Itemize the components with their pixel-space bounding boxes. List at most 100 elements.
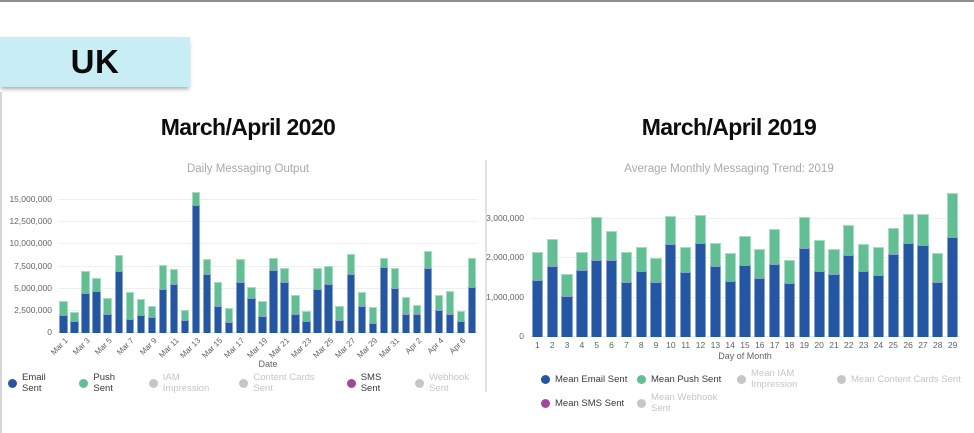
bar-segment-email[interactable] [468,286,477,333]
bar-apr-2[interactable] [412,304,422,333]
bar-segment-email[interactable] [561,295,573,337]
bar-segment-push[interactable] [754,249,766,278]
bar-9[interactable] [650,257,662,337]
bar-segment-email[interactable] [858,270,870,337]
bar-segment-push[interactable] [620,252,632,282]
bar-segment-email[interactable] [225,321,234,333]
bar-25[interactable] [887,228,899,337]
bar-8[interactable] [635,246,647,337]
bar-segment-push[interactable] [561,274,573,296]
bar-segment-email[interactable] [368,323,378,333]
legend-item-email-sent[interactable]: Email Sent [8,372,65,394]
bar-segment-email[interactable] [390,287,400,333]
bar-27[interactable] [917,213,929,337]
bar-17[interactable] [769,228,781,337]
bar-29[interactable] [946,192,959,337]
bar-mar-23[interactable] [302,310,311,333]
bar-segment-push[interactable] [236,259,245,283]
bar-segment-email[interactable] [635,270,647,337]
bar-segment-push[interactable] [546,238,558,267]
bar-segment-email[interactable] [680,272,692,337]
bar-segment-email[interactable] [191,205,201,333]
bar-segment-push[interactable] [136,299,146,316]
bar-segment-email[interactable] [70,321,79,333]
legend-item-mean-sms-sent[interactable]: Mean SMS Sent [541,392,637,414]
bar-26[interactable] [902,213,914,337]
legend-item-content-cards-sent[interactable]: Content Cards Sent [239,372,332,394]
bar-mar-6[interactable] [114,254,123,333]
bar-segment-email[interactable] [114,270,123,333]
bar-segment-push[interactable] [887,228,899,255]
bar-segment-push[interactable] [709,242,721,266]
bar-segment-email[interactable] [412,314,422,333]
bar-segment-email[interactable] [103,314,112,333]
bar-segment-email[interactable] [335,319,344,333]
bar-segment-push[interactable] [828,248,840,274]
bar-mar-16[interactable] [225,308,234,333]
bar-segment-email[interactable] [872,275,885,337]
bar-mar-2[interactable] [70,311,79,333]
bar-segment-push[interactable] [665,216,677,244]
bar-segment-email[interactable] [346,274,355,333]
bar-segment-email[interactable] [783,282,796,337]
bar-segment-email[interactable] [202,274,212,333]
bar-mar-29[interactable] [368,307,378,333]
bar-segment-email[interactable] [258,316,267,333]
bar-segment-push[interactable] [468,258,477,287]
bar-mar-3[interactable] [81,270,90,333]
bar-segment-push[interactable] [379,258,389,267]
bar-segment-push[interactable] [202,258,212,275]
bar-segment-push[interactable] [313,268,322,289]
bar-segment-email[interactable] [605,260,618,337]
bar-apr-4[interactable] [434,294,444,333]
bar-segment-push[interactable] [769,228,781,264]
bar-14[interactable] [724,252,736,337]
bar-segment-push[interactable] [280,268,289,282]
bar-apr-7[interactable] [468,258,477,333]
bar-mar-21[interactable] [280,268,289,333]
bar-segment-push[interactable] [858,243,870,271]
bar-segment-push[interactable] [635,246,647,271]
bar-segment-push[interactable] [180,309,190,321]
bar-segment-push[interactable] [147,305,157,318]
legend-item-mean-webhook-sent[interactable]: Mean Webhook Sent [637,392,737,414]
bar-segment-email[interactable] [917,245,929,337]
bar-segment-email[interactable] [379,266,389,333]
bar-segment-push[interactable] [59,301,68,316]
bar-mar-11[interactable] [169,269,179,333]
bar-segment-push[interactable] [694,214,707,243]
bar-segment-push[interactable] [291,294,300,314]
bar-segment-push[interactable] [324,265,333,285]
bar-segment-email[interactable] [531,279,544,337]
legend-item-sms-sent[interactable]: SMS Sent [346,372,401,394]
bar-21[interactable] [828,248,840,337]
bar-segment-push[interactable] [872,246,885,276]
bar-mar-7[interactable] [125,291,135,333]
bar-segment-push[interactable] [739,236,751,265]
bar-segment-push[interactable] [591,217,603,260]
bar-segment-email[interactable] [650,281,662,337]
bar-segment-push[interactable] [932,252,944,282]
bar-segment-email[interactable] [546,266,558,337]
bar-5[interactable] [591,217,603,337]
bar-segment-email[interactable] [769,263,781,337]
bar-mar-26[interactable] [335,306,344,333]
bar-6[interactable] [605,230,618,337]
bar-22[interactable] [843,224,855,337]
bar-segment-push[interactable] [125,291,135,319]
bar-segment-push[interactable] [70,311,79,322]
bar-segment-email[interactable] [324,284,333,333]
bar-19[interactable] [798,217,810,337]
bar-mar-10[interactable] [158,264,168,333]
bar-segment-push[interactable] [158,264,168,289]
bar-segment-push[interactable] [445,291,455,315]
bar-apr-6[interactable] [456,310,466,333]
bar-segment-push[interactable] [357,292,367,306]
bar-segment-email[interactable] [236,282,245,333]
bar-segment-email[interactable] [843,255,855,337]
bar-segment-push[interactable] [346,254,355,275]
bar-mar-5[interactable] [103,297,112,333]
bar-segment-email[interactable] [813,270,825,337]
bar-segment-push[interactable] [917,213,929,246]
bar-segment-push[interactable] [390,268,400,288]
